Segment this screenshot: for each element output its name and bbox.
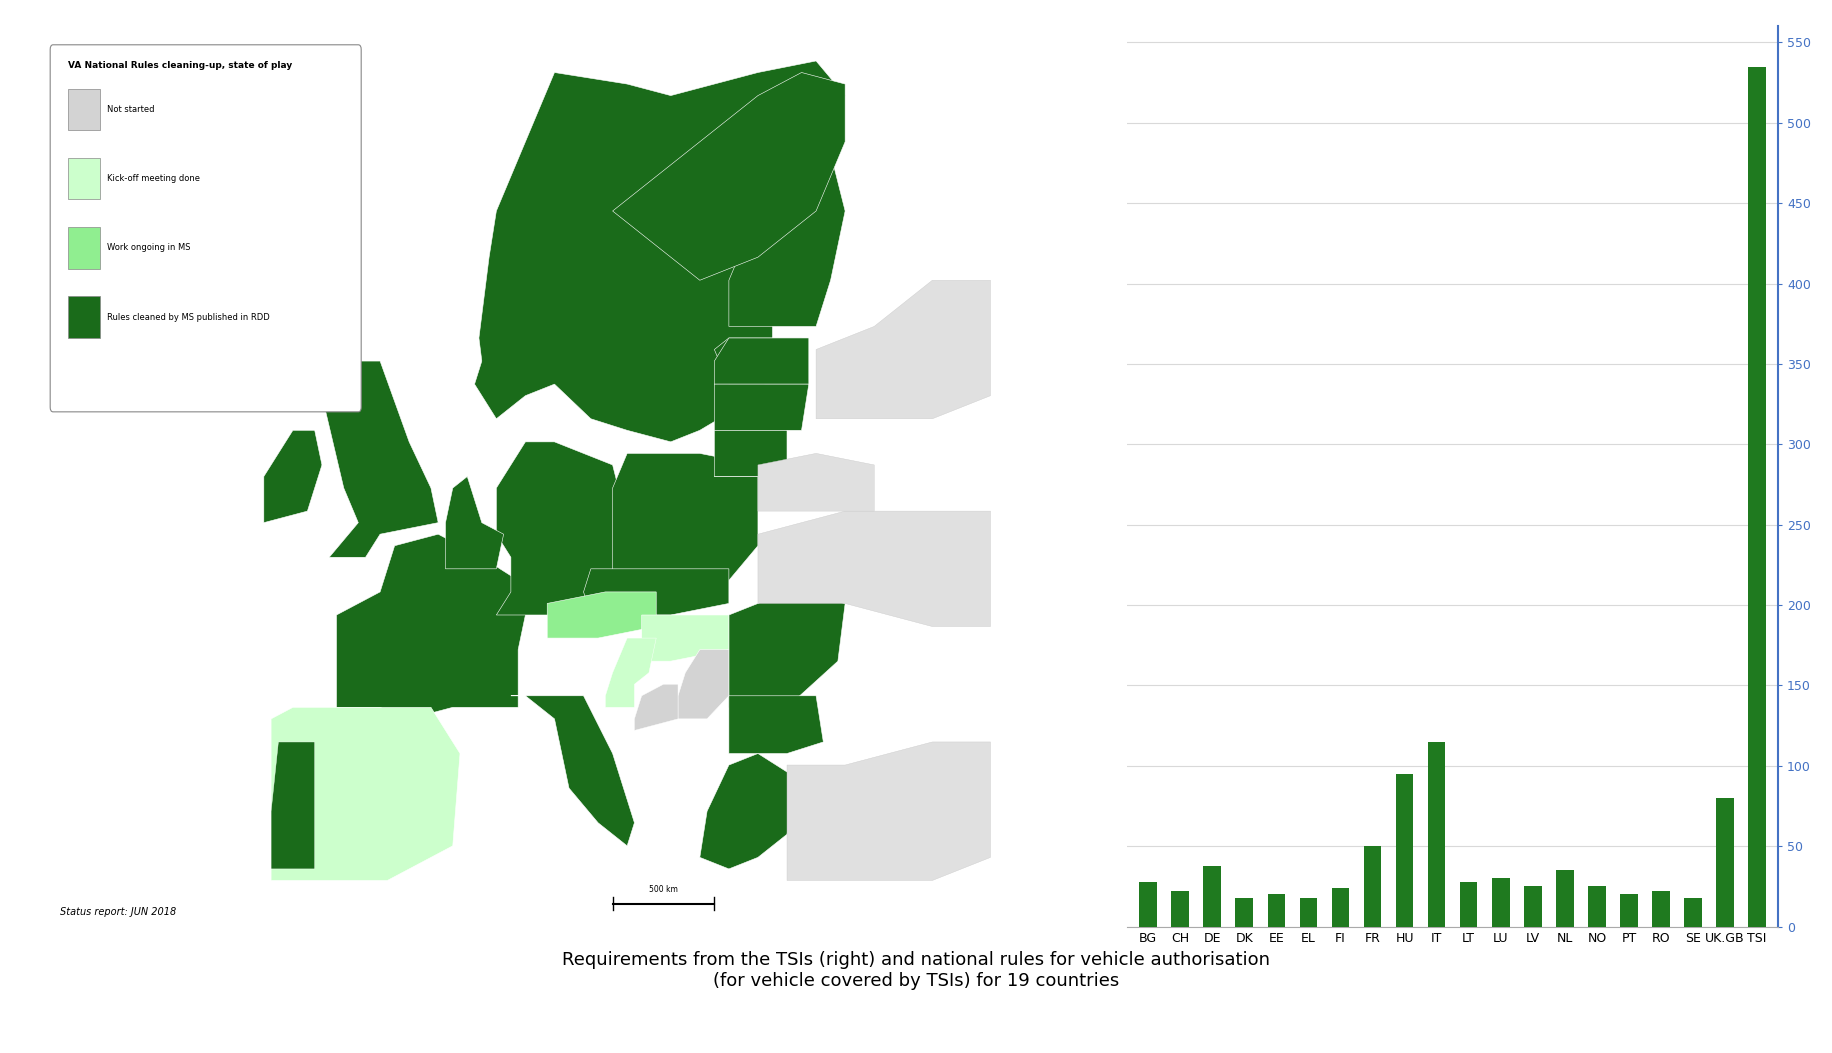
Bar — [1204, 866, 1220, 927]
Polygon shape — [641, 615, 729, 661]
Polygon shape — [583, 569, 729, 615]
Polygon shape — [605, 638, 656, 708]
Text: Status report: JUN 2018: Status report: JUN 2018 — [60, 907, 176, 917]
Bar — [1299, 898, 1317, 927]
Polygon shape — [548, 592, 656, 638]
Bar — [1268, 894, 1284, 927]
Polygon shape — [264, 431, 322, 522]
Polygon shape — [815, 280, 989, 419]
Polygon shape — [714, 431, 786, 476]
Polygon shape — [271, 742, 315, 869]
Polygon shape — [445, 476, 504, 569]
Polygon shape — [700, 754, 793, 869]
Polygon shape — [271, 742, 315, 869]
Polygon shape — [729, 592, 845, 708]
Polygon shape — [474, 61, 845, 442]
Polygon shape — [612, 73, 845, 280]
Text: Requirements from the TSIs (right) and national rules for vehicle authorisation
: Requirements from the TSIs (right) and n… — [562, 952, 1270, 990]
Polygon shape — [678, 650, 729, 719]
Polygon shape — [729, 696, 823, 754]
Bar — [1458, 881, 1477, 927]
Bar — [68, 158, 99, 199]
Polygon shape — [714, 384, 808, 431]
Text: Rules cleaned by MS published in RDD: Rules cleaned by MS published in RDD — [106, 313, 269, 322]
Polygon shape — [496, 442, 627, 615]
Bar — [68, 88, 99, 131]
Bar — [1363, 847, 1381, 927]
Bar — [1715, 798, 1733, 927]
Text: VA National Rules cleaning-up, state of play: VA National Rules cleaning-up, state of … — [68, 61, 291, 69]
Bar — [68, 227, 99, 269]
Text: 500 km: 500 km — [649, 885, 678, 894]
Polygon shape — [271, 708, 460, 880]
Bar — [1748, 66, 1764, 927]
Bar — [1651, 891, 1669, 927]
Polygon shape — [714, 338, 815, 476]
Text: Work ongoing in MS: Work ongoing in MS — [106, 243, 191, 253]
Bar — [1394, 774, 1412, 927]
Bar — [1427, 741, 1445, 927]
Polygon shape — [729, 96, 845, 326]
Bar — [1522, 887, 1541, 927]
Polygon shape — [714, 338, 808, 384]
Bar — [68, 297, 99, 338]
Polygon shape — [322, 361, 438, 557]
Bar — [1330, 888, 1348, 927]
Bar — [1171, 891, 1189, 927]
Bar — [1491, 878, 1510, 927]
FancyBboxPatch shape — [49, 45, 361, 412]
Bar — [1140, 881, 1156, 927]
Bar — [1235, 898, 1253, 927]
Bar — [1587, 887, 1605, 927]
Bar — [1555, 871, 1574, 927]
Polygon shape — [337, 534, 526, 719]
Polygon shape — [786, 742, 989, 880]
Polygon shape — [612, 454, 758, 580]
Polygon shape — [758, 454, 874, 511]
Polygon shape — [634, 684, 678, 731]
Text: Kick-off meeting done: Kick-off meeting done — [106, 174, 200, 183]
Polygon shape — [758, 511, 989, 627]
Text: Not started: Not started — [106, 105, 154, 114]
Bar — [1619, 894, 1636, 927]
Polygon shape — [511, 696, 634, 846]
Bar — [1684, 898, 1700, 927]
